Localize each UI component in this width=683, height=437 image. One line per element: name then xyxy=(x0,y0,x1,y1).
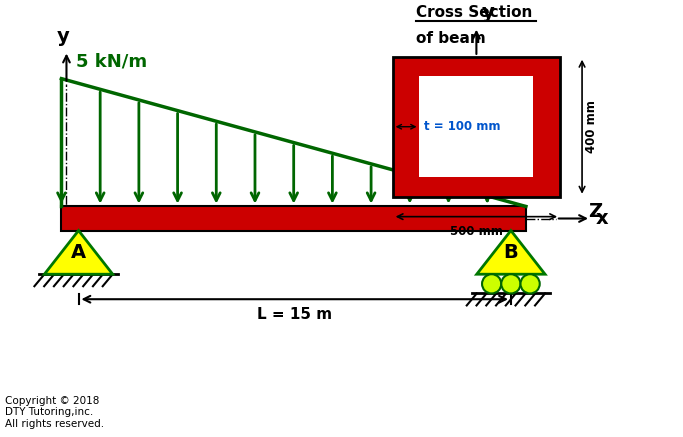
Circle shape xyxy=(482,274,501,294)
Text: B: B xyxy=(503,243,518,262)
Text: Z: Z xyxy=(588,201,602,221)
Text: L = 15 m: L = 15 m xyxy=(257,307,332,322)
Polygon shape xyxy=(477,231,545,274)
Text: A: A xyxy=(71,243,86,262)
Bar xyxy=(419,76,533,177)
Text: of beam: of beam xyxy=(417,31,486,46)
Text: t = 100 mm: t = 100 mm xyxy=(425,120,501,133)
Text: 5 kN/m: 5 kN/m xyxy=(76,53,148,71)
Text: y: y xyxy=(482,3,494,22)
Text: Cross Section: Cross Section xyxy=(417,5,533,20)
Text: 400 mm: 400 mm xyxy=(585,101,598,153)
Text: x: x xyxy=(596,209,609,228)
Text: Copyright © 2018
DTY Tutoring,inc.
All rights reserved.: Copyright © 2018 DTY Tutoring,inc. All r… xyxy=(5,396,104,429)
Polygon shape xyxy=(44,231,113,274)
Text: y: y xyxy=(57,27,70,45)
Circle shape xyxy=(520,274,540,294)
Bar xyxy=(393,57,560,197)
Text: 500 mm: 500 mm xyxy=(450,225,503,238)
Circle shape xyxy=(501,274,520,294)
Bar xyxy=(61,207,526,231)
